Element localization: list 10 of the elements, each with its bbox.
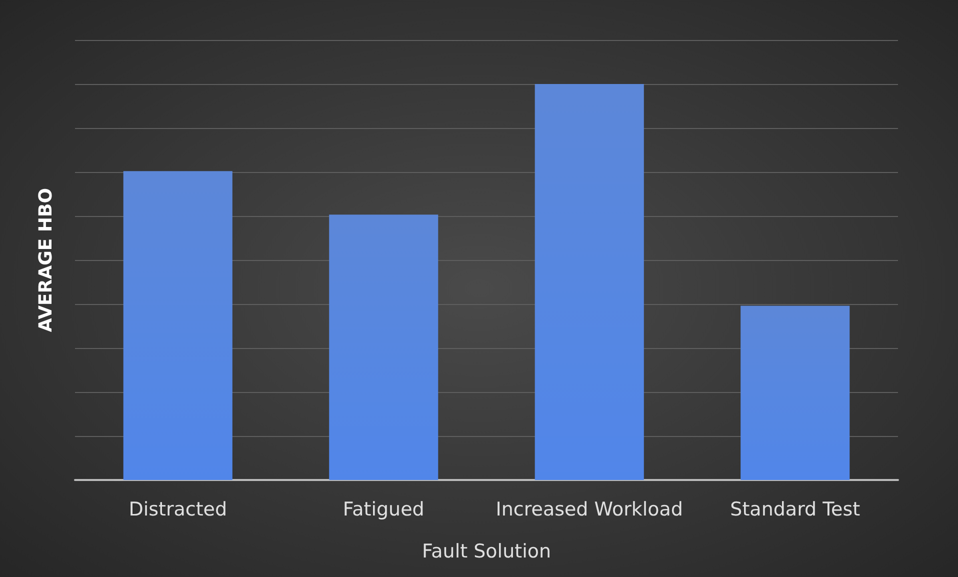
x-axis-title: Fault Solution	[422, 540, 552, 562]
y-axis-title: AVERAGE HBO	[36, 188, 56, 332]
bar	[329, 214, 438, 480]
x-tick-label: Distracted	[128, 498, 228, 520]
x-tick-label: Increased Workload	[496, 498, 683, 520]
x-tick-label: Standard Test	[730, 498, 860, 520]
bar	[740, 306, 850, 480]
bar	[123, 171, 232, 480]
bar	[534, 84, 644, 480]
x-tick-label: Fatigued	[342, 498, 424, 520]
